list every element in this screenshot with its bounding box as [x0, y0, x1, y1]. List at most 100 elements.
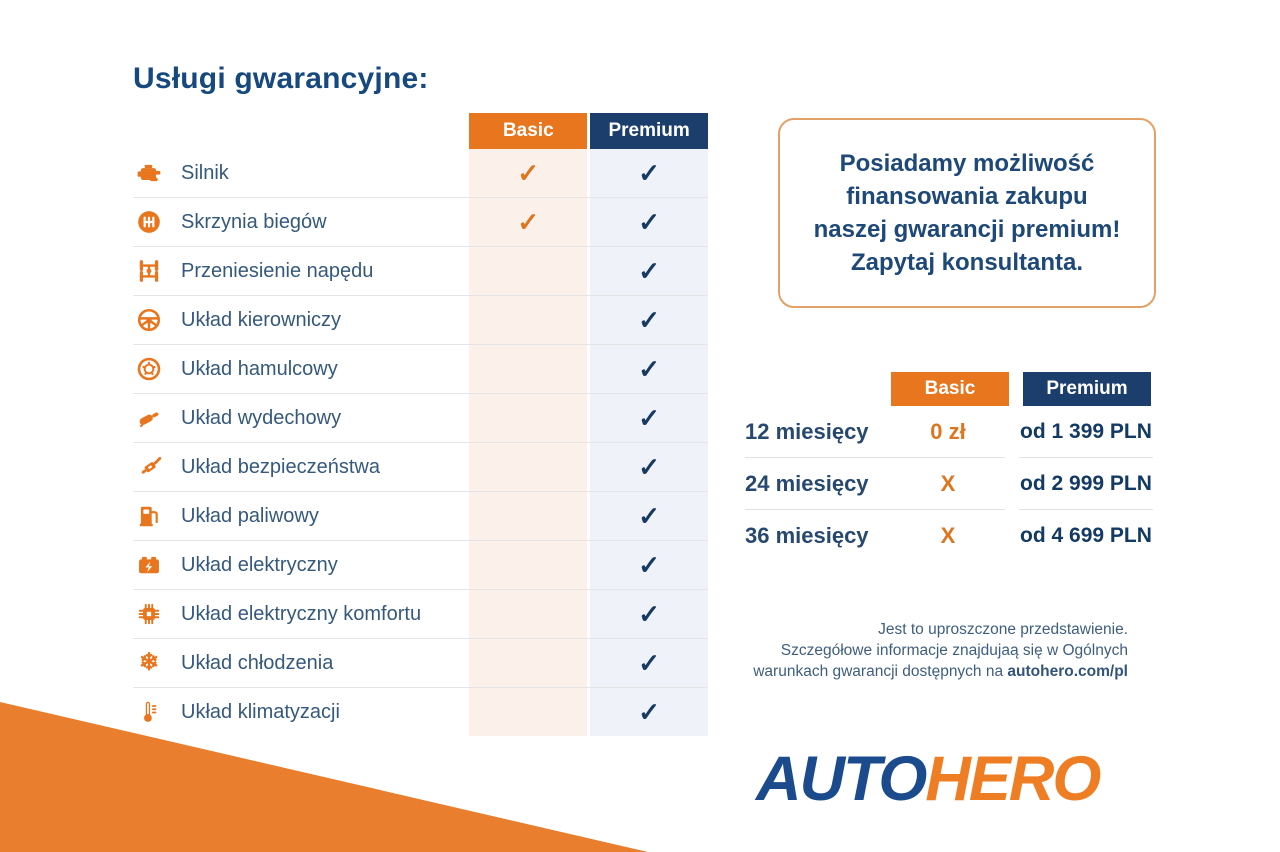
basic-cell: [469, 688, 588, 736]
service-label: Silnik: [181, 161, 229, 184]
duration-label: 36 miesięcy: [745, 523, 869, 548]
pricing-header-premium: Premium: [1023, 372, 1151, 406]
pricing-header: Basic Premium: [891, 372, 1165, 406]
table-row: Układ elektryczny komfortu ✓: [133, 589, 708, 638]
premium-cell: ✓: [590, 247, 708, 295]
basic-cell: [469, 345, 588, 393]
table-row: Układ klimatyzacji ✓: [133, 687, 708, 736]
table-row: Układ bezpieczeństwa ✓: [133, 442, 708, 491]
basic-price: X: [940, 523, 956, 548]
basic-cell: [469, 394, 588, 442]
website-url: autohero.com/pl: [1007, 663, 1128, 680]
column-header-premium: Premium: [590, 113, 708, 149]
battery-icon: [135, 551, 163, 579]
premium-cell: ✓: [590, 492, 708, 540]
engine-icon: [135, 159, 163, 187]
pricing-header-basic: Basic: [891, 372, 1009, 406]
premium-cell: ✓: [590, 590, 708, 638]
service-label: Układ klimatyzacji: [181, 700, 340, 723]
table-row: ❄ Układ chłodzenia ✓: [133, 638, 708, 687]
pricing-table: Basic Premium 12 miesięcy 0 zł od 1 399 …: [745, 372, 1165, 562]
autohero-logo: AUTOHERO: [756, 748, 1101, 811]
premium-cell: ✓: [590, 639, 708, 687]
column-header-basic: Basic: [469, 113, 588, 149]
table-row: Przeniesienie napędu ✓: [133, 246, 708, 295]
header-spacer: [133, 113, 469, 149]
premium-check-icon: ✓: [638, 305, 660, 335]
basic-cell: ✓: [469, 149, 588, 197]
basic-cell: [469, 443, 588, 491]
seatbelt-icon: [135, 453, 163, 481]
basic-cell: [469, 639, 588, 687]
premium-cell: ✓: [590, 394, 708, 442]
table-row: Układ hamulcowy ✓: [133, 344, 708, 393]
premium-check-icon: ✓: [638, 648, 660, 678]
page-title: Usługi gwarancyjne:: [133, 62, 429, 95]
service-label: Przeniesienie napędu: [181, 259, 374, 282]
table-row: Układ kierowniczy ✓: [133, 295, 708, 344]
brake-disc-icon: [135, 355, 163, 383]
premium-check-icon: ✓: [638, 697, 660, 727]
basic-cell: [469, 247, 588, 295]
chip-icon: [135, 600, 163, 628]
basic-check-icon: ✓: [517, 158, 540, 188]
service-label: Układ elektryczny komfortu: [181, 602, 422, 625]
service-label: Układ chłodzenia: [181, 651, 334, 674]
basic-cell: [469, 296, 588, 344]
disclaimer-line3: warunkach gwarancji dostępnych na autohe…: [753, 663, 1128, 680]
premium-price: od 1 399 PLN: [1020, 419, 1152, 443]
service-cell: Układ paliwowy: [133, 492, 469, 540]
premium-cell: ✓: [590, 345, 708, 393]
service-cell: Układ hamulcowy: [133, 345, 469, 393]
service-cell: ❄ Układ chłodzenia: [133, 639, 469, 687]
service-cell: Układ elektryczny komfortu: [133, 590, 469, 638]
premium-check-icon: ✓: [638, 354, 660, 384]
disclaimer-text: Jest to uproszczone przedstawienie. Szcz…: [736, 619, 1128, 682]
table-row: Silnik ✓ ✓: [133, 149, 708, 197]
service-label: Skrzynia biegów: [181, 210, 327, 233]
pricing-row: 12 miesięcy 0 zł od 1 399 PLN: [745, 406, 1165, 458]
gearbox-icon: [135, 208, 163, 236]
service-cell: Układ kierowniczy: [133, 296, 469, 344]
logo-auto: AUTO: [756, 744, 927, 814]
fuel-pump-icon: [135, 502, 163, 530]
premium-cell: ✓: [590, 688, 708, 736]
service-cell: Skrzynia biegów: [133, 198, 469, 246]
thermometer-icon: [135, 698, 163, 726]
premium-check-icon: ✓: [638, 256, 660, 286]
premium-cell: ✓: [590, 198, 708, 246]
premium-check-icon: ✓: [638, 452, 660, 482]
premium-price: od 2 999 PLN: [1020, 471, 1152, 495]
service-label: Układ elektryczny: [181, 553, 338, 576]
service-cell: Silnik: [133, 149, 469, 197]
exhaust-icon: [135, 404, 163, 432]
premium-price: od 4 699 PLN: [1020, 524, 1152, 547]
table-row: Układ paliwowy ✓: [133, 491, 708, 540]
steering-wheel-icon: [135, 306, 163, 334]
duration-label: 24 miesięcy: [745, 470, 869, 496]
pricing-row: 36 miesięcy X od 4 699 PLN: [745, 510, 1165, 562]
premium-check-icon: ✓: [638, 207, 660, 237]
service-cell: Układ klimatyzacji: [133, 688, 469, 736]
basic-price: 0 zł: [930, 418, 966, 444]
service-label: Układ wydechowy: [181, 406, 342, 429]
disclaimer-line1: Jest to uproszczone przedstawienie.: [878, 621, 1128, 638]
basic-cell: [469, 590, 588, 638]
premium-cell: ✓: [590, 541, 708, 589]
premium-cell: ✓: [590, 443, 708, 491]
basic-cell: [469, 492, 588, 540]
services-table-body: Silnik ✓ ✓ Skrzynia biegów ✓ ✓ Przeniesi…: [133, 149, 708, 736]
services-table: Basic Premium Silnik ✓ ✓ Skrzynia biegów…: [133, 113, 708, 736]
service-label: Układ paliwowy: [181, 504, 319, 527]
disclaimer-line2: Szczegółowe informacje znajdujaą się w O…: [780, 642, 1128, 659]
basic-cell: [469, 541, 588, 589]
premium-check-icon: ✓: [638, 599, 660, 629]
premium-cell: ✓: [590, 296, 708, 344]
service-cell: Układ elektryczny: [133, 541, 469, 589]
service-label: Układ bezpieczeństwa: [181, 455, 380, 478]
snowflake-icon: ❄: [138, 649, 160, 676]
service-label: Układ hamulcowy: [181, 357, 338, 380]
premium-check-icon: ✓: [638, 403, 660, 433]
service-cell: Układ wydechowy: [133, 394, 469, 442]
premium-cell: ✓: [590, 149, 708, 197]
